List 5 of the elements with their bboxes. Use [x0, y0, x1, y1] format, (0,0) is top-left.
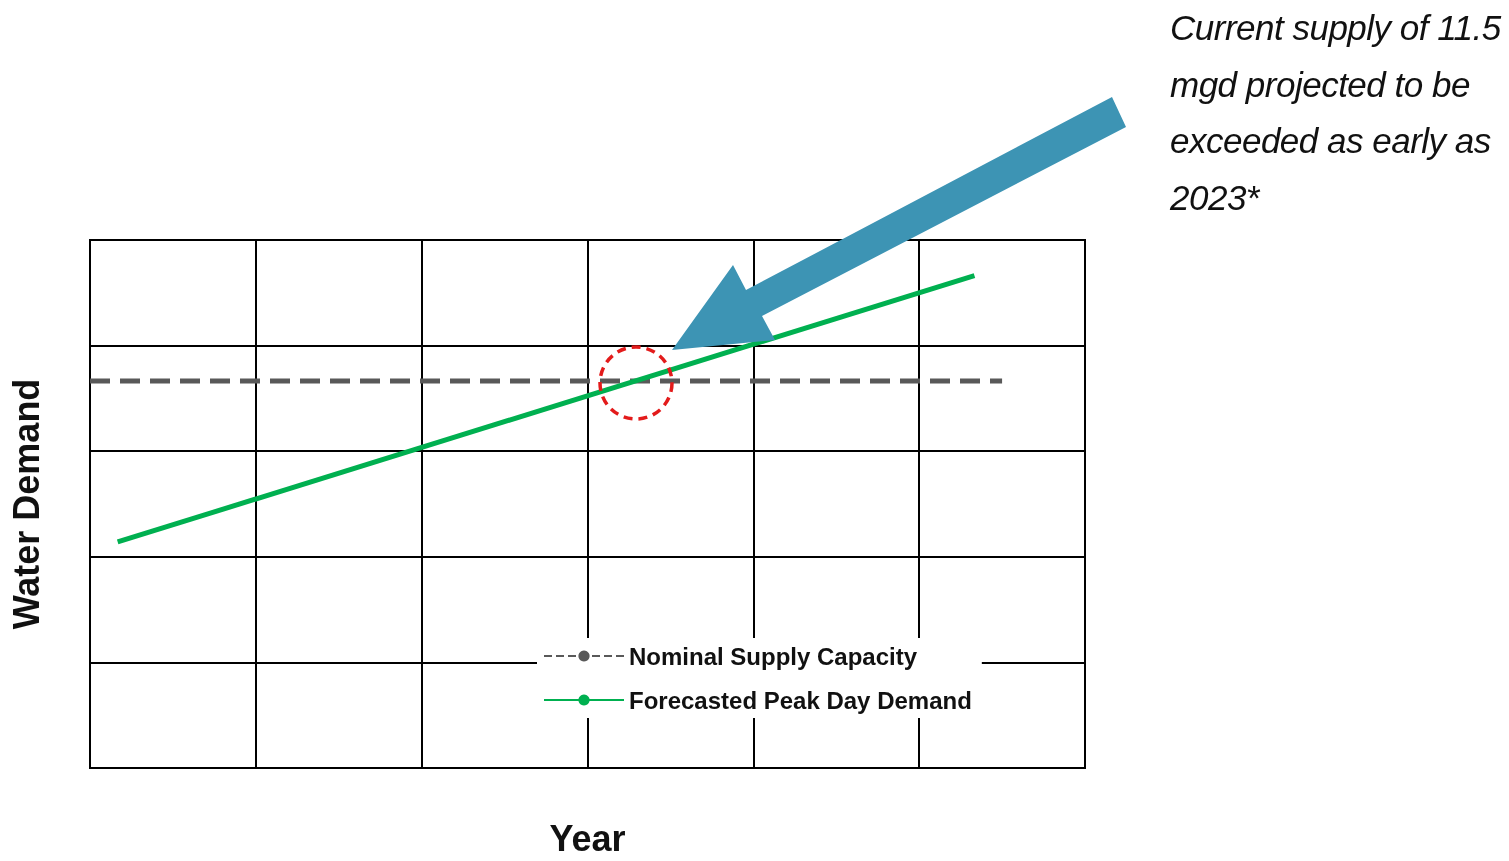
legend-label: Nominal Supply Capacity: [629, 642, 918, 670]
y-axis-title: Water Demand: [5, 378, 47, 630]
text: Current supply of 11.5 mgd projected to be exceeded as early as 2023*: [1170, 7, 1503, 220]
x-axis-title: Year: [549, 817, 626, 859]
legend-label: Forecasted Peak Day Demand: [629, 686, 972, 714]
